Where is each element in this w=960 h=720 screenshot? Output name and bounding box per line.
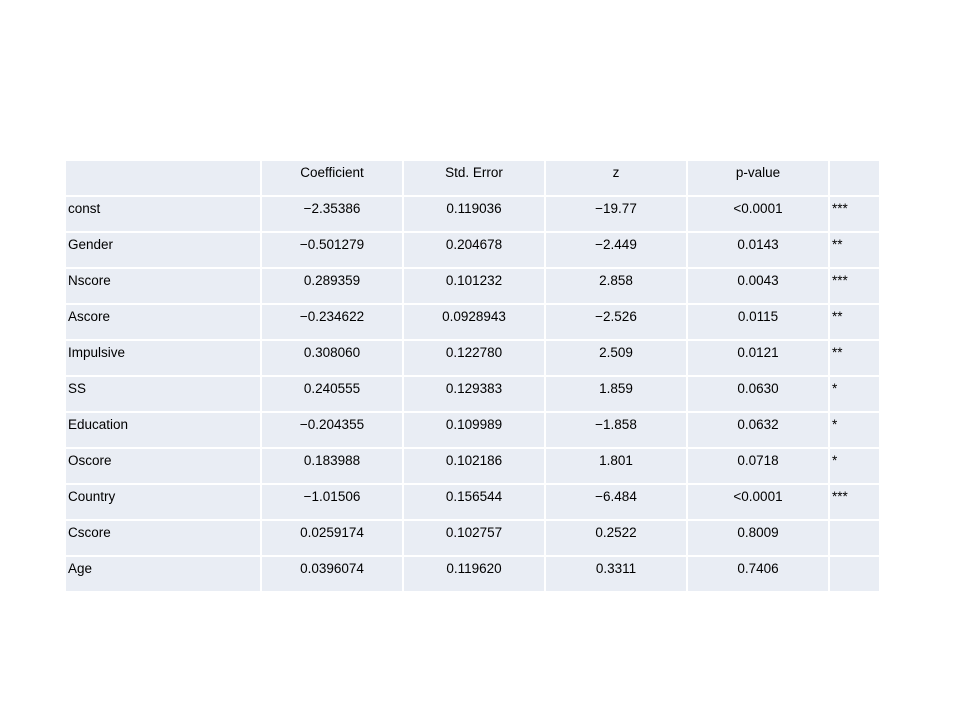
cell-coefficient: 0.308060: [260, 339, 404, 377]
cell-variable: Gender: [64, 231, 262, 269]
cell-std-error: 0.119036: [402, 195, 546, 233]
cell-p-value: 0.0143: [686, 231, 830, 269]
cell-z: 1.859: [544, 375, 688, 413]
cell-significance: **: [828, 231, 881, 269]
cell-z: 2.509: [544, 339, 688, 377]
cell-p-value: 0.0632: [686, 411, 830, 449]
cell-coefficient: −0.234622: [260, 303, 404, 341]
cell-std-error: 0.0928943: [402, 303, 546, 341]
cell-p-value: <0.0001: [686, 195, 830, 233]
cell-p-value: <0.0001: [686, 483, 830, 521]
cell-z: −6.484: [544, 483, 688, 521]
cell-variable: Ascore: [64, 303, 262, 341]
cell-variable: Cscore: [64, 519, 262, 557]
cell-variable: Oscore: [64, 447, 262, 485]
table-row: SS 0.240555 0.129383 1.859 0.0630 *: [64, 375, 881, 413]
header-variable: [64, 159, 262, 197]
cell-coefficient: −0.501279: [260, 231, 404, 269]
cell-p-value: 0.7406: [686, 555, 830, 593]
cell-std-error: 0.156544: [402, 483, 546, 521]
cell-coefficient: −2.35386: [260, 195, 404, 233]
table-row: Education −0.204355 0.109989 −1.858 0.0632 *: [64, 411, 881, 449]
cell-significance: *: [828, 411, 881, 449]
cell-p-value: 0.0718: [686, 447, 830, 485]
cell-variable: const: [64, 195, 262, 233]
cell-std-error: 0.101232: [402, 267, 546, 305]
cell-significance: ***: [828, 267, 881, 305]
cell-z: −2.449: [544, 231, 688, 269]
cell-std-error: 0.119620: [402, 555, 546, 593]
header-std-error: Std. Error: [402, 159, 546, 197]
cell-variable: Age: [64, 555, 262, 593]
cell-significance: ***: [828, 483, 881, 521]
table-row: const −2.35386 0.119036 −19.77 <0.0001 ***: [64, 195, 881, 233]
cell-significance: **: [828, 303, 881, 341]
cell-p-value: 0.0115: [686, 303, 830, 341]
cell-p-value: 0.0121: [686, 339, 830, 377]
cell-z: 0.3311: [544, 555, 688, 593]
cell-std-error: 0.102757: [402, 519, 546, 557]
cell-variable: Country: [64, 483, 262, 521]
cell-z: −19.77: [544, 195, 688, 233]
header-p-value: p-value: [686, 159, 830, 197]
cell-coefficient: 0.240555: [260, 375, 404, 413]
header-coefficient: Coefficient: [260, 159, 404, 197]
cell-coefficient: −1.01506: [260, 483, 404, 521]
regression-results-table: Coefficient Std. Error z p-value const −2…: [64, 159, 881, 593]
cell-significance: [828, 519, 881, 557]
cell-p-value: 0.0043: [686, 267, 830, 305]
cell-significance: **: [828, 339, 881, 377]
cell-p-value: 0.8009: [686, 519, 830, 557]
cell-variable: SS: [64, 375, 262, 413]
cell-std-error: 0.102186: [402, 447, 546, 485]
cell-z: −2.526: [544, 303, 688, 341]
table-header-row: Coefficient Std. Error z p-value: [64, 159, 881, 197]
cell-variable: Nscore: [64, 267, 262, 305]
cell-std-error: 0.122780: [402, 339, 546, 377]
cell-z: 1.801: [544, 447, 688, 485]
cell-significance: *: [828, 375, 881, 413]
cell-coefficient: 0.289359: [260, 267, 404, 305]
cell-std-error: 0.129383: [402, 375, 546, 413]
table-row: Nscore 0.289359 0.101232 2.858 0.0043 ***: [64, 267, 881, 305]
cell-significance: *: [828, 447, 881, 485]
cell-significance: [828, 555, 881, 593]
table-row: Impulsive 0.308060 0.122780 2.509 0.0121 **: [64, 339, 881, 377]
cell-p-value: 0.0630: [686, 375, 830, 413]
table-row: Cscore 0.0259174 0.102757 0.2522 0.8009: [64, 519, 881, 557]
table-row: Ascore −0.234622 0.0928943 −2.526 0.0115 **: [64, 303, 881, 341]
cell-variable: Education: [64, 411, 262, 449]
table-row: Age 0.0396074 0.119620 0.3311 0.7406: [64, 555, 881, 593]
header-significance: [828, 159, 881, 197]
cell-variable: Impulsive: [64, 339, 262, 377]
table-row: Oscore 0.183988 0.102186 1.801 0.0718 *: [64, 447, 881, 485]
table-row: Country −1.01506 0.156544 −6.484 <0.0001 ***: [64, 483, 881, 521]
cell-z: 2.858: [544, 267, 688, 305]
cell-coefficient: 0.183988: [260, 447, 404, 485]
cell-significance: ***: [828, 195, 881, 233]
cell-coefficient: −0.204355: [260, 411, 404, 449]
table-row: Gender −0.501279 0.204678 −2.449 0.0143 **: [64, 231, 881, 269]
cell-coefficient: 0.0396074: [260, 555, 404, 593]
cell-std-error: 0.109989: [402, 411, 546, 449]
header-z: z: [544, 159, 688, 197]
cell-z: −1.858: [544, 411, 688, 449]
cell-std-error: 0.204678: [402, 231, 546, 269]
table-body: const −2.35386 0.119036 −19.77 <0.0001 *** Gen…: [64, 195, 881, 593]
cell-coefficient: 0.0259174: [260, 519, 404, 557]
cell-z: 0.2522: [544, 519, 688, 557]
